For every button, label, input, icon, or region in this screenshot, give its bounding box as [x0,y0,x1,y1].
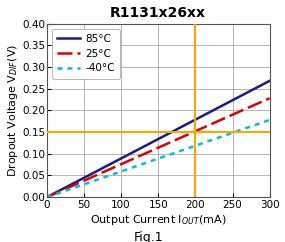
25°C [176,137,180,140]
-40°C [176,150,180,153]
-40°C [146,161,149,164]
Line: 85°C: 85°C [47,81,270,197]
85°C [268,79,271,82]
-40°C [213,138,216,141]
85°C [102,166,106,169]
25°C [268,97,271,100]
85°C [85,175,88,178]
Title: R1131x26xx: R1131x26xx [110,6,206,20]
Line: 25°C: 25°C [47,98,270,197]
X-axis label: Output Current I$_{{OUT}}$(mA): Output Current I$_{{OUT}}$(mA) [90,213,227,227]
25°C [102,170,106,173]
-40°C [102,176,106,179]
25°C [194,130,197,133]
85°C [45,196,48,199]
85°C [146,143,149,146]
85°C [194,118,197,121]
Y-axis label: Dropout Voltage V$_{{DIF}}$(V): Dropout Voltage V$_{{DIF}}$(V) [5,44,20,177]
Text: Fig.1: Fig.1 [133,231,163,242]
-40°C [85,182,88,185]
Legend: 85°C, 25°C, -40°C: 85°C, 25°C, -40°C [52,29,120,78]
25°C [85,178,88,181]
-40°C [268,119,271,121]
-40°C [45,196,48,199]
25°C [45,196,48,199]
25°C [146,151,149,154]
Line: -40°C: -40°C [47,120,270,197]
-40°C [194,144,197,147]
85°C [213,108,216,111]
85°C [176,127,180,130]
25°C [213,121,216,124]
